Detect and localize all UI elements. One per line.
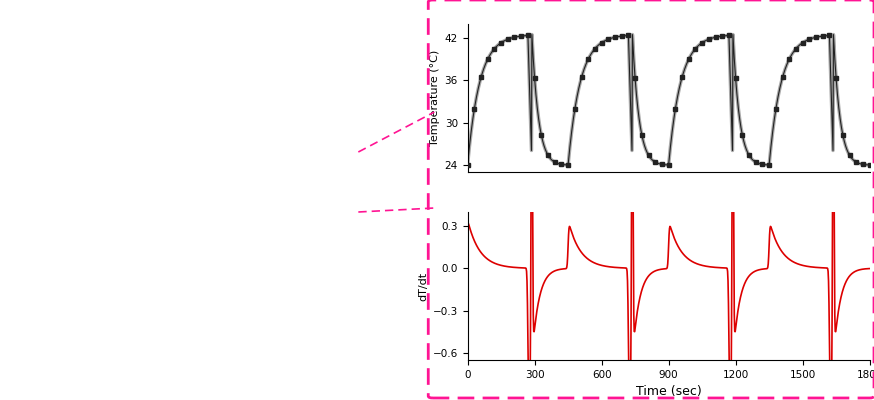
Y-axis label: Temperature (°C): Temperature (°C) (431, 50, 440, 146)
X-axis label: Time (sec): Time (sec) (635, 385, 702, 398)
Y-axis label: dT/dt: dT/dt (419, 272, 428, 300)
